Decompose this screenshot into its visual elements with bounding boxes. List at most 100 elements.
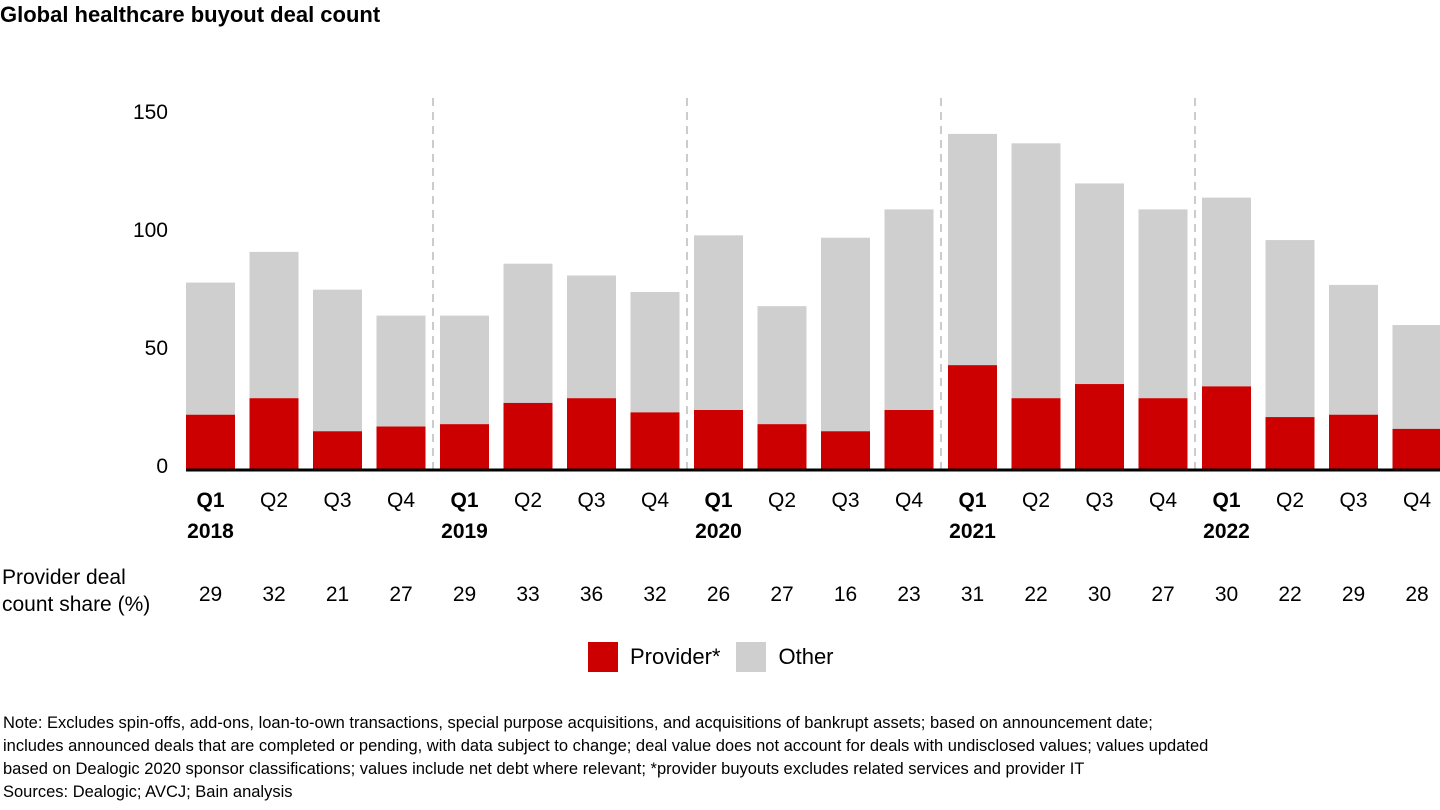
bar-provider <box>567 398 616 469</box>
bar-provider <box>1138 398 1188 469</box>
bar-other <box>757 306 807 425</box>
bar-provider <box>948 365 997 469</box>
bar-provider <box>694 410 743 469</box>
x-tick-label-quarter: Q1 <box>704 489 732 512</box>
bar-other <box>1202 197 1251 387</box>
x-tick-label-year: 2018 <box>187 520 234 543</box>
y-tick-label: 100 <box>133 219 168 242</box>
provider-share-value: 30 <box>1215 583 1238 606</box>
provider-share-value: 28 <box>1405 583 1428 606</box>
share-row-label-line-1: Provider deal <box>2 566 126 589</box>
provider-share-value: 26 <box>707 583 730 606</box>
bar-provider <box>821 431 870 469</box>
x-tick-label-year: 2021 <box>949 520 996 543</box>
bar-other <box>1329 284 1378 415</box>
bar-other <box>821 237 870 432</box>
x-tick-label-quarter: Q1 <box>1212 489 1240 512</box>
x-tick-label-quarter: Q4 <box>387 489 415 512</box>
x-tick-label-quarter: Q2 <box>1022 489 1050 512</box>
x-tick-label-quarter: Q4 <box>1149 489 1177 512</box>
x-tick-label-quarter: Q3 <box>1339 489 1367 512</box>
legend-label-provider: Provider* <box>630 644 721 669</box>
bar-provider <box>1202 386 1251 469</box>
x-tick-label-quarter: Q3 <box>323 489 351 512</box>
bar-provider <box>884 410 934 469</box>
bar-other <box>884 209 934 410</box>
provider-share-value: 27 <box>770 583 793 606</box>
provider-share-value: 32 <box>643 583 666 606</box>
x-tick-label-year: 2022 <box>1203 520 1250 543</box>
bar-other <box>1265 240 1315 418</box>
bar-provider <box>440 424 489 469</box>
provider-share-value: 36 <box>580 583 603 606</box>
y-tick-label: 150 <box>133 101 168 124</box>
legend-swatch-other <box>736 642 767 672</box>
bar-provider <box>630 412 680 469</box>
x-tick-label-year: 2020 <box>695 520 742 543</box>
bar-other <box>694 235 743 410</box>
provider-share-value: 30 <box>1088 583 1111 606</box>
bar-provider <box>757 424 807 469</box>
legend-swatch-provider <box>588 642 618 672</box>
bar-other <box>948 133 997 366</box>
x-tick-label-quarter: Q4 <box>1403 489 1431 512</box>
bar-other <box>376 315 426 427</box>
bar-other <box>440 315 489 425</box>
x-tick-label-quarter: Q2 <box>1276 489 1304 512</box>
sources-line: Sources: Dealogic; AVCJ; Bain analysis <box>3 783 293 801</box>
x-tick-label-quarter: Q3 <box>831 489 859 512</box>
bar-provider <box>249 398 299 469</box>
provider-share-value: 32 <box>262 583 285 606</box>
legend: Provider* Other <box>588 642 850 672</box>
provider-share-value: 27 <box>1151 583 1174 606</box>
bar-provider <box>1075 384 1124 469</box>
bar-provider <box>503 402 553 469</box>
footnote: Note: Excludes spin-offs, add-ons, loan-… <box>3 712 1439 804</box>
provider-share-value: 23 <box>897 583 920 606</box>
legend-item-provider: Provider* <box>588 642 720 672</box>
stacked-bar-chart: 0 50 100 150 Q1 2018 29 Q2 32 Q3 21 Q4 27 Q1 2019 29 Q2 3… <box>133 98 1440 606</box>
provider-share-value: 21 <box>326 583 349 606</box>
bar-provider <box>1265 417 1315 469</box>
bar-other <box>1392 325 1440 429</box>
bar-other <box>186 282 235 415</box>
x-tick-label-quarter: Q4 <box>895 489 923 512</box>
provider-share-value: 29 <box>199 583 222 606</box>
bar-provider <box>1011 398 1061 469</box>
bar-other <box>249 251 299 399</box>
x-tick-label-year: 2019 <box>441 520 488 543</box>
provider-share-value: 27 <box>389 583 412 606</box>
provider-share-value: 29 <box>453 583 476 606</box>
x-tick-label-quarter: Q3 <box>577 489 605 512</box>
provider-share-value: 33 <box>516 583 539 606</box>
note-line-3: based on Dealogic 2020 sponsor classific… <box>3 760 1085 778</box>
note-line-1: Note: Excludes spin-offs, add-ons, loan-… <box>3 714 1153 732</box>
share-row-label-line-2: count share (%) <box>2 593 151 616</box>
x-tick-label-quarter: Q4 <box>641 489 669 512</box>
chart-title: Global healthcare buyout deal count <box>0 2 381 27</box>
bar-other <box>567 275 616 399</box>
bar-other <box>503 263 553 403</box>
note-line-2: includes announced deals that are comple… <box>3 737 1209 755</box>
bar-provider <box>186 414 235 469</box>
x-tick-label-quarter: Q3 <box>1085 489 1113 512</box>
y-tick-label: 0 <box>156 455 168 478</box>
x-tick-label-quarter: Q2 <box>514 489 542 512</box>
bar-provider <box>376 426 426 469</box>
provider-share-value: 29 <box>1342 583 1365 606</box>
provider-share-value: 16 <box>834 583 857 606</box>
x-tick-label-quarter: Q1 <box>958 489 986 512</box>
x-tick-label-quarter: Q1 <box>196 489 224 512</box>
legend-label-other: Other <box>778 644 834 669</box>
bar-provider <box>1329 414 1378 469</box>
bar-other <box>313 289 362 432</box>
bar-other <box>1011 143 1061 399</box>
bar-provider <box>1392 428 1440 469</box>
bar-other <box>1075 183 1124 385</box>
bar-provider <box>313 431 362 469</box>
provider-share-value: 22 <box>1024 583 1047 606</box>
x-tick-label-quarter: Q2 <box>768 489 796 512</box>
provider-share-value: 22 <box>1278 583 1301 606</box>
legend-item-other: Other <box>736 642 834 672</box>
bar-other <box>1138 209 1188 399</box>
